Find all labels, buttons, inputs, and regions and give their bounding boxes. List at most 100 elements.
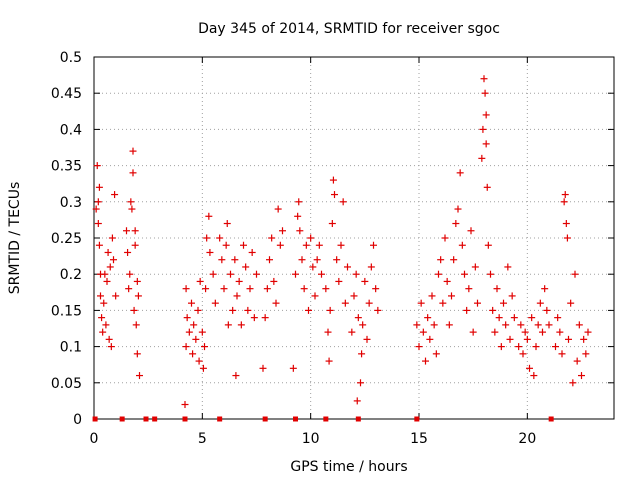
data-point bbox=[300, 285, 308, 293]
data-point bbox=[309, 263, 317, 271]
data-point bbox=[419, 328, 427, 336]
data-point bbox=[111, 191, 119, 199]
data-point bbox=[124, 248, 132, 256]
data-point bbox=[506, 335, 514, 343]
zero-point bbox=[262, 416, 268, 422]
data-point bbox=[274, 205, 282, 213]
data-point bbox=[237, 321, 245, 329]
x-tick-label: 15 bbox=[410, 431, 428, 447]
data-point bbox=[539, 328, 546, 336]
data-point bbox=[489, 306, 497, 314]
data-point bbox=[298, 256, 306, 264]
data-point bbox=[339, 198, 347, 206]
data-points bbox=[92, 75, 592, 409]
data-point bbox=[439, 299, 447, 307]
data-point bbox=[100, 299, 108, 307]
y-tick-label: 0.45 bbox=[51, 86, 82, 102]
data-point bbox=[534, 321, 542, 329]
data-point bbox=[235, 277, 243, 285]
data-point bbox=[504, 263, 512, 271]
data-point bbox=[335, 277, 343, 285]
data-point bbox=[435, 270, 442, 278]
data-point bbox=[465, 285, 473, 293]
data-point bbox=[556, 328, 564, 336]
data-point bbox=[530, 372, 538, 380]
data-point bbox=[98, 314, 106, 322]
data-point bbox=[107, 343, 115, 351]
data-point bbox=[502, 321, 510, 329]
data-point bbox=[253, 270, 260, 278]
data-point bbox=[413, 321, 421, 329]
data-point bbox=[244, 306, 252, 314]
data-point bbox=[93, 162, 101, 170]
data-point bbox=[331, 191, 338, 199]
y-tick-label: 0.25 bbox=[51, 231, 82, 247]
data-point bbox=[289, 364, 297, 372]
data-point bbox=[134, 292, 142, 300]
data-point bbox=[130, 306, 138, 314]
data-point bbox=[354, 314, 362, 322]
data-point bbox=[532, 343, 540, 351]
data-point bbox=[218, 256, 226, 264]
data-point bbox=[563, 234, 571, 242]
data-point bbox=[560, 198, 568, 206]
data-point bbox=[450, 256, 458, 264]
data-point bbox=[341, 299, 349, 307]
tick-labels: 0 0.05 0.1 0.15 0.2 0.25 0.3 0.35 0.4 0.45 0.5 0 5 10… bbox=[51, 50, 536, 447]
data-point bbox=[463, 306, 471, 314]
data-point bbox=[250, 314, 258, 322]
data-point bbox=[523, 335, 531, 343]
data-point bbox=[270, 277, 278, 285]
data-point bbox=[536, 299, 544, 307]
data-point bbox=[569, 379, 577, 387]
data-point bbox=[203, 234, 211, 242]
data-point bbox=[94, 220, 102, 228]
data-point bbox=[302, 241, 310, 249]
zero-points bbox=[92, 416, 554, 422]
data-point bbox=[259, 364, 267, 372]
data-point bbox=[206, 248, 214, 256]
data-point bbox=[101, 270, 109, 278]
data-point bbox=[223, 220, 231, 228]
data-point bbox=[495, 314, 503, 322]
x-axis-label: GPS time / hours bbox=[290, 459, 407, 475]
data-point bbox=[573, 357, 581, 365]
data-point bbox=[424, 314, 432, 322]
data-point bbox=[229, 306, 237, 314]
data-point bbox=[99, 328, 107, 336]
data-point bbox=[92, 205, 100, 213]
data-point bbox=[326, 306, 334, 314]
data-point bbox=[112, 292, 120, 300]
data-point bbox=[432, 350, 440, 358]
data-point bbox=[131, 241, 139, 249]
data-point bbox=[333, 256, 341, 264]
data-point bbox=[415, 343, 423, 351]
x-tick-label: 20 bbox=[518, 431, 536, 447]
zero-point bbox=[217, 416, 223, 422]
data-point bbox=[422, 357, 429, 365]
data-point bbox=[510, 314, 518, 322]
data-point bbox=[103, 277, 111, 285]
data-point bbox=[296, 227, 304, 235]
data-point bbox=[224, 321, 232, 329]
data-point bbox=[311, 292, 319, 300]
data-point bbox=[358, 350, 366, 358]
data-point bbox=[292, 270, 299, 278]
data-point bbox=[370, 241, 377, 249]
data-point bbox=[508, 292, 516, 300]
data-point bbox=[110, 256, 117, 264]
data-point bbox=[181, 401, 189, 409]
data-point bbox=[307, 234, 315, 242]
y-tick-label: 0.15 bbox=[51, 303, 82, 319]
data-point bbox=[248, 248, 256, 256]
data-point bbox=[471, 263, 479, 271]
data-point bbox=[294, 212, 302, 220]
data-point bbox=[246, 285, 254, 293]
data-point bbox=[543, 306, 551, 314]
data-point bbox=[328, 220, 336, 228]
gridlines bbox=[94, 57, 614, 419]
zero-point bbox=[414, 416, 420, 422]
zero-point bbox=[323, 416, 329, 422]
data-point bbox=[483, 183, 491, 191]
data-point bbox=[127, 198, 135, 206]
